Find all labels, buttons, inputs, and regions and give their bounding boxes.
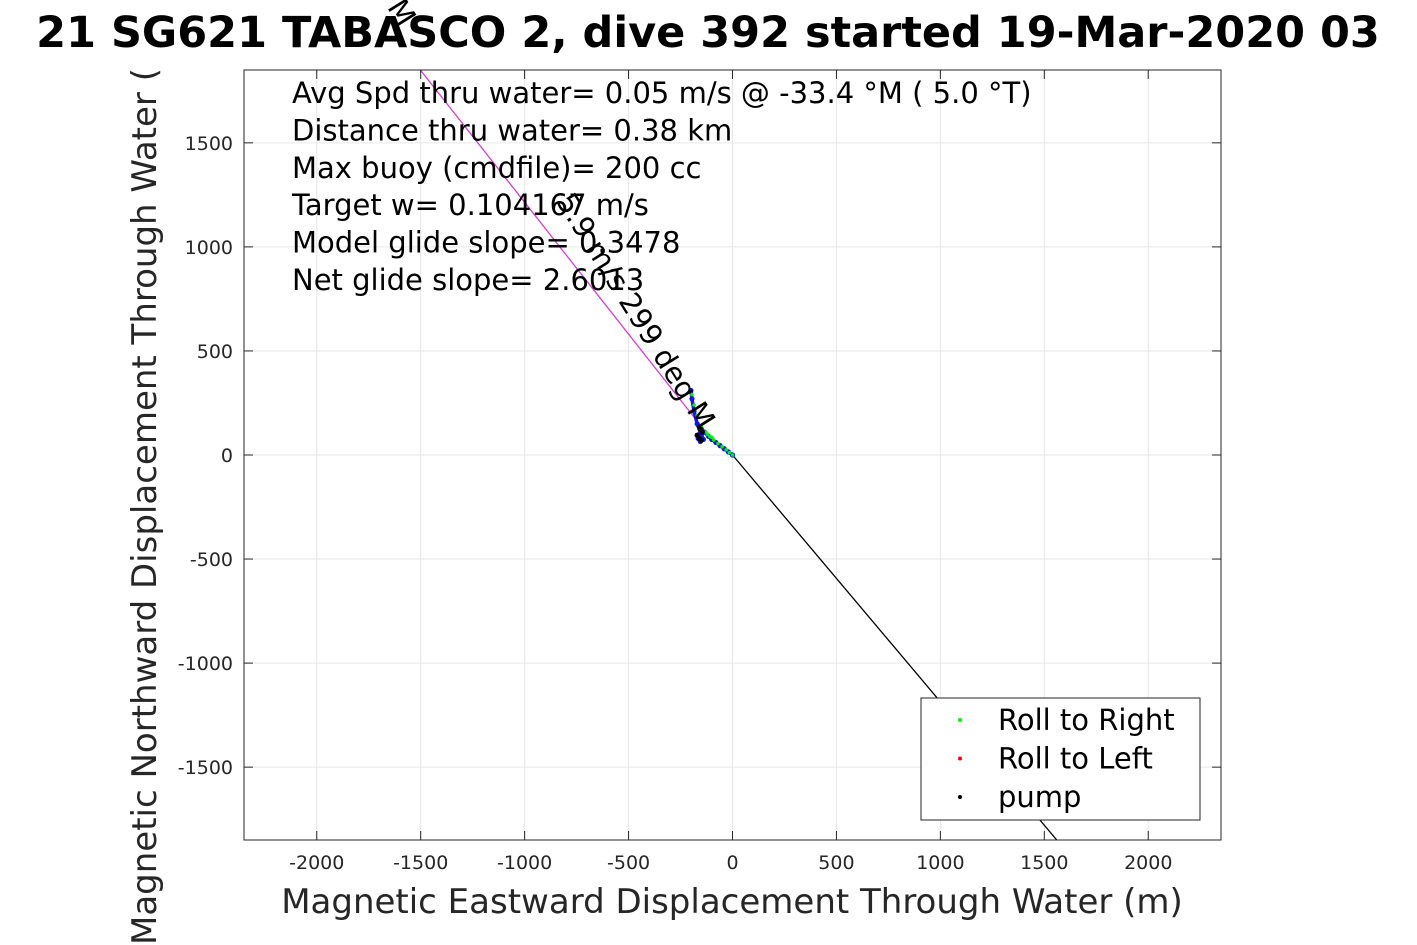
data-point	[711, 438, 716, 442]
x-tick-label: 2000	[1124, 852, 1172, 874]
y-axis-label: Magnetic Northward Displacement Through …	[125, 68, 165, 945]
data-point	[709, 435, 714, 440]
x-tick-label: 1500	[1020, 852, 1068, 874]
y-tick-label: -1000	[178, 653, 233, 675]
data-point	[730, 453, 735, 457]
stats-annotations: Avg Spd thru water= 0.05 m/s @ -33.4 °M …	[291, 76, 1032, 297]
stats-annotation: Model glide slope= 0.3478	[292, 226, 680, 260]
legend-items: Roll to Right Roll to Left pump	[958, 703, 1175, 814]
legend-marker	[958, 756, 962, 761]
y-tick-label: 500	[197, 341, 233, 363]
track-point	[694, 421, 700, 427]
x-tick-label: 500	[818, 852, 854, 874]
stats-annotation: Target w= 0.104167 m/s	[291, 188, 649, 222]
x-tick-label: -1500	[393, 852, 448, 874]
stats-annotation: Distance thru water= 0.38 km	[292, 113, 732, 147]
chart-title: 21 SG621 TABASCO 2, dive 392 started 19-…	[36, 8, 1380, 58]
x-tick-label: -2000	[289, 852, 344, 874]
legend-marker	[958, 718, 962, 722]
data-point	[690, 392, 694, 397]
x-tick-label: -500	[607, 852, 650, 874]
y-tick-label: -500	[190, 549, 233, 571]
legend-label: Roll to Left	[998, 742, 1153, 776]
data-point	[705, 432, 710, 436]
y-tick-label: 1500	[185, 133, 233, 155]
track-point	[688, 387, 694, 394]
track-point	[691, 408, 697, 414]
x-tick-label: -1000	[497, 852, 552, 874]
legend-label: Roll to Right	[998, 703, 1175, 737]
legend-marker	[958, 795, 962, 799]
rotated-label: 5.9 m/s 299 deg M	[550, 187, 723, 435]
data-point	[697, 426, 703, 432]
legend-label: pump	[998, 780, 1081, 814]
data-point	[724, 447, 729, 452]
x-tick-label: 1000	[916, 852, 964, 874]
track-point	[689, 396, 695, 402]
data-point	[694, 432, 700, 438]
x-axis-label: Magnetic Eastward Displacement Through W…	[281, 882, 1183, 922]
y-tick-label: -1500	[178, 757, 233, 779]
data-point	[692, 403, 696, 407]
reference-line	[419, 70, 700, 425]
legend-box	[920, 697, 1201, 821]
data-point	[695, 413, 699, 418]
x-tick-label: 0	[726, 852, 738, 874]
data-point	[727, 450, 732, 455]
data-point	[716, 441, 720, 446]
axis-ticks: -2000 -1500 -1000 -500 0 500 1000 1500 2000 -1500…	[178, 70, 1221, 874]
legend: Roll to Right Roll to Left pump	[920, 697, 1201, 821]
y-tick-label: 0	[221, 445, 233, 467]
stats-annotation: Max buoy (cmdfile)= 200 cc	[292, 151, 701, 185]
stats-annotation: Net glide slope= 2.6013	[292, 263, 644, 297]
data-point	[720, 444, 724, 449]
stats-annotation: Avg Spd thru water= 0.05 m/s @ -33.4 °M …	[292, 76, 1032, 110]
data-series	[688, 387, 736, 458]
y-tick-label: 1000	[185, 237, 233, 259]
